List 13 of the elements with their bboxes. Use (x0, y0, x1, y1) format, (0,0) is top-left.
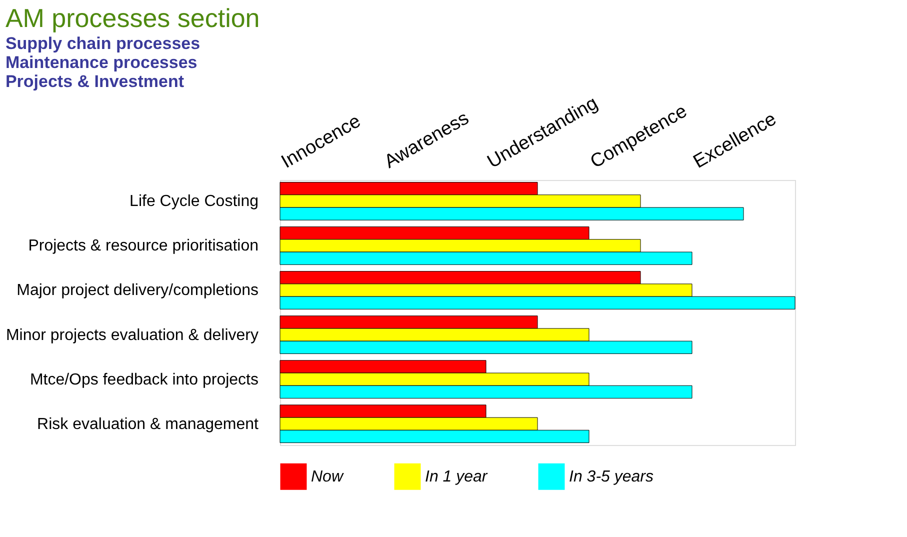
y-tick-label: Mtce/Ops feedback into projects (30, 371, 258, 388)
legend-label: In 3-5 years (569, 468, 654, 486)
y-tick-label: Life Cycle Costing (130, 193, 258, 210)
legend-label: In 1 year (425, 468, 488, 486)
y-tick-label: Risk evaluation & management (37, 416, 260, 433)
text: Maintenance processes (5, 52, 198, 72)
y-tick-label: Minor projects evaluation & delivery (6, 326, 258, 344)
text: Supply chain processes (5, 34, 200, 53)
chart-title: AM processes section (5, 2, 260, 33)
y-tick-label: Projects & resource prioritisation (28, 238, 258, 255)
legend-label: Now (311, 468, 344, 486)
y-tick-label: Major project delivery/completions (16, 282, 258, 300)
text: Projects & Investment (5, 72, 184, 91)
